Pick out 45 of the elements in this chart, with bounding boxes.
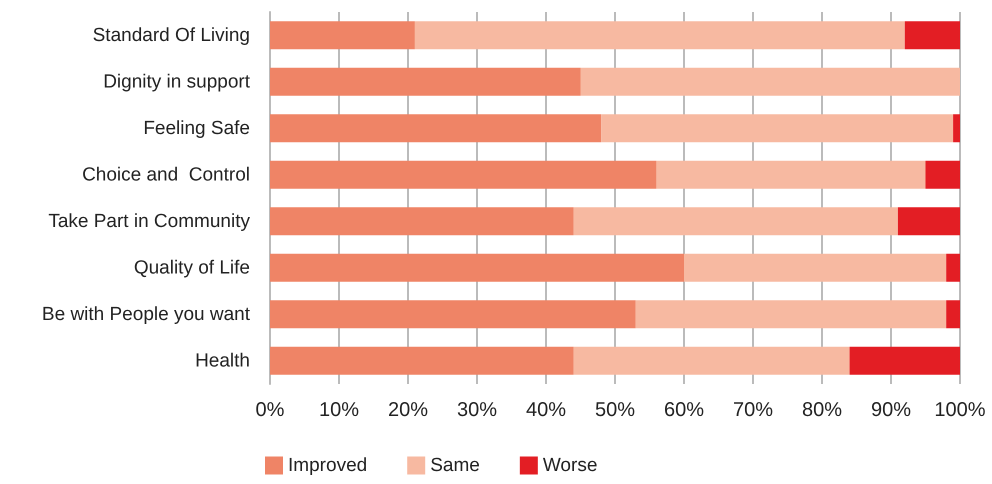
legend-label: Same <box>430 455 480 476</box>
bar <box>656 160 926 189</box>
y-tick-label: Take Part in Community <box>48 210 250 232</box>
bar <box>270 254 684 282</box>
y-tick-label: Quality of Life <box>134 257 250 278</box>
bar <box>574 207 898 236</box>
bar <box>946 254 960 282</box>
x-tick-label: 90% <box>870 399 912 421</box>
x-tick-label: 70% <box>732 399 774 421</box>
x-tick-label: 80% <box>802 399 842 421</box>
y-tick-label: Feeling Safe <box>143 118 250 139</box>
x-tick-label: 10% <box>318 399 360 421</box>
bar <box>953 114 960 142</box>
bar <box>580 68 960 96</box>
x-tick-label: 60% <box>664 399 704 421</box>
bar <box>270 207 574 236</box>
y-tick-label: Standard Of Living <box>92 24 250 46</box>
bar <box>636 300 946 328</box>
legend-label: Improved <box>288 455 368 476</box>
y-tick-label: Dignity in support <box>103 71 251 92</box>
bar <box>574 346 850 375</box>
bar <box>601 114 954 142</box>
bar <box>684 254 946 282</box>
x-tick-label: 0% <box>256 399 285 421</box>
x-tick-label: 20% <box>388 399 428 421</box>
x-tick-label: 40% <box>526 399 566 421</box>
x-tick-label: 100% <box>934 399 986 421</box>
bar <box>270 160 656 189</box>
x-tick-label: 50% <box>594 399 636 421</box>
bar <box>926 160 960 189</box>
bar <box>270 114 602 142</box>
bar <box>414 21 905 50</box>
y-tick-label: Be with People you want <box>42 304 251 325</box>
bar <box>270 21 415 50</box>
y-tick-label: Choice and Control <box>82 164 250 186</box>
x-tick-label: 30% <box>456 399 498 421</box>
bar <box>270 346 574 375</box>
bar <box>850 346 960 375</box>
bar <box>898 207 960 236</box>
y-tick-label: Health <box>195 350 250 372</box>
bar <box>270 300 636 328</box>
bar <box>270 68 580 96</box>
bar <box>946 300 960 328</box>
legend-label: Worse <box>542 455 598 476</box>
bar <box>904 21 960 50</box>
